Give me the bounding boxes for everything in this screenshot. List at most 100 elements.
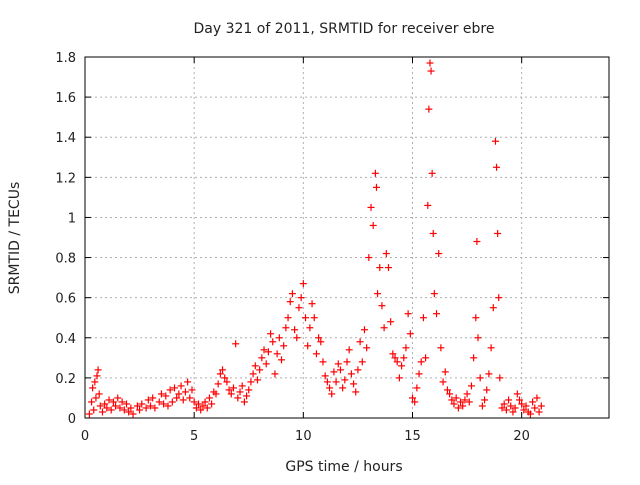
- data-point-plus: [380, 324, 388, 332]
- data-point-plus: [507, 402, 515, 410]
- grid-layer: [85, 57, 609, 418]
- x-tick-labels: 0 5 10 15 20: [81, 429, 530, 444]
- points-layer: [85, 59, 545, 418]
- data-point-plus: [457, 398, 465, 406]
- y-tick-label: 1.4: [55, 131, 76, 146]
- data-point-plus: [470, 354, 478, 362]
- data-point-plus: [502, 406, 510, 414]
- data-point-plus: [531, 404, 539, 412]
- data-point-plus: [112, 402, 120, 410]
- data-point-plus: [103, 404, 111, 412]
- data-point-plus: [435, 250, 443, 258]
- data-point-plus: [400, 354, 408, 362]
- data-point-plus: [238, 382, 246, 390]
- data-point-plus: [88, 398, 96, 406]
- data-point-plus: [443, 386, 451, 394]
- data-point-plus: [323, 378, 331, 386]
- data-point-plus: [515, 396, 523, 404]
- data-point-plus: [282, 324, 290, 332]
- data-point-plus: [350, 380, 358, 388]
- data-point-plus: [332, 378, 340, 386]
- data-point-plus: [425, 105, 433, 113]
- data-point-plus: [98, 408, 106, 416]
- data-point-plus: [395, 374, 403, 382]
- y-tick-label: 1: [68, 211, 76, 226]
- data-point-plus: [136, 406, 144, 414]
- data-point-plus: [144, 396, 152, 404]
- data-point-plus: [437, 344, 445, 352]
- data-point-plus: [232, 340, 240, 348]
- data-point-plus: [234, 394, 242, 402]
- y-tick-labels: 0 0.2 0.4 0.6 0.8 1 1.2 1.4 1.6 1.8: [55, 51, 76, 427]
- data-point-plus: [267, 330, 275, 338]
- data-point-plus: [505, 396, 513, 404]
- data-point-plus: [398, 362, 406, 370]
- data-point-plus: [85, 410, 93, 418]
- data-point-plus: [382, 250, 390, 258]
- data-point-plus: [352, 388, 360, 396]
- data-point-plus: [164, 402, 172, 410]
- data-point-plus: [426, 59, 434, 67]
- data-point-plus: [535, 408, 543, 416]
- data-point-plus: [511, 404, 519, 412]
- data-point-plus: [157, 390, 165, 398]
- data-point-plus: [347, 370, 355, 378]
- data-point-plus: [509, 408, 517, 416]
- data-point-plus: [271, 370, 279, 378]
- data-point-plus: [93, 372, 101, 380]
- data-point-plus: [173, 394, 181, 402]
- data-point-plus: [251, 362, 259, 370]
- data-point-plus: [428, 169, 436, 177]
- data-point-plus: [310, 314, 318, 322]
- data-point-plus: [491, 137, 499, 145]
- data-point-plus: [122, 400, 130, 408]
- data-point-plus: [365, 254, 373, 262]
- data-point-plus: [411, 398, 419, 406]
- data-point-plus: [212, 390, 220, 398]
- data-point-plus: [328, 390, 336, 398]
- chart-title: Day 321 of 2011, SRMTID for receiver ebr…: [194, 21, 495, 37]
- data-point-plus: [483, 386, 491, 394]
- data-point-plus: [205, 394, 213, 402]
- data-point-plus: [413, 384, 421, 392]
- data-point-plus: [461, 396, 469, 404]
- data-point-plus: [291, 326, 299, 334]
- data-point-plus: [229, 384, 237, 392]
- x-tick-label: 10: [295, 429, 312, 444]
- data-point-plus: [208, 400, 216, 408]
- data-point-plus: [330, 368, 338, 376]
- data-point-plus: [334, 360, 342, 368]
- data-point-plus: [116, 404, 124, 412]
- data-point-plus: [472, 314, 480, 322]
- data-point-plus: [319, 358, 327, 366]
- data-point-plus: [162, 392, 170, 400]
- data-point-plus: [315, 334, 323, 342]
- data-point-plus: [101, 400, 109, 408]
- data-point-plus: [387, 318, 395, 326]
- data-point-plus: [138, 400, 146, 408]
- data-point-plus: [372, 183, 380, 191]
- data-point-plus: [473, 238, 481, 246]
- data-point-plus: [295, 304, 303, 312]
- data-point-plus: [393, 358, 401, 366]
- data-point-plus: [429, 229, 437, 237]
- data-point-plus: [197, 406, 205, 414]
- data-point-plus: [181, 388, 189, 396]
- data-point-plus: [94, 366, 102, 374]
- data-point-plus: [168, 398, 176, 406]
- data-point-plus: [253, 376, 261, 384]
- data-point-plus: [184, 378, 192, 386]
- data-point-plus: [321, 372, 329, 380]
- y-tick-label: 0.4: [55, 332, 76, 347]
- data-point-plus: [308, 300, 316, 308]
- data-point-plus: [286, 298, 294, 306]
- y-tick-label: 1.6: [55, 91, 76, 106]
- data-point-plus: [427, 67, 435, 75]
- data-point-plus: [454, 404, 462, 412]
- x-tick-label: 5: [190, 429, 198, 444]
- data-point-plus: [485, 370, 493, 378]
- data-point-plus: [199, 402, 207, 410]
- data-point-plus: [221, 374, 229, 382]
- data-point-plus: [526, 410, 534, 418]
